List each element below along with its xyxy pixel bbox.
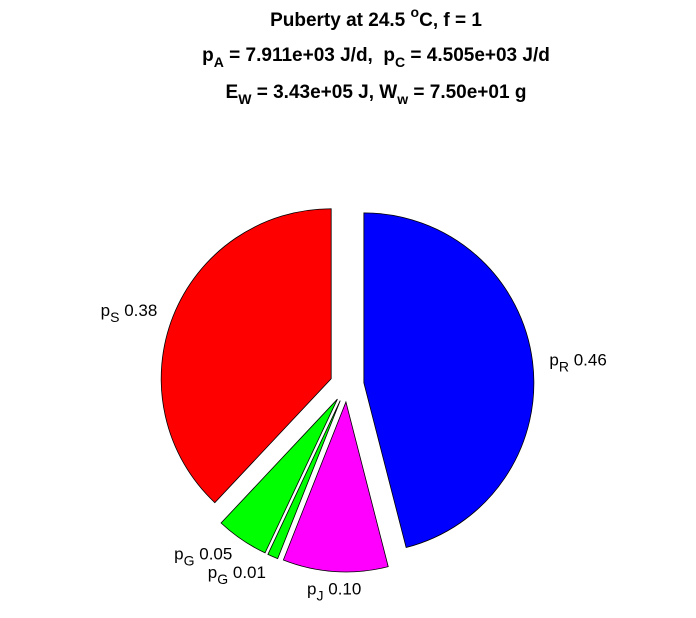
title-part: = 4.505e+03 J/d bbox=[405, 45, 550, 66]
chart-title: EW = 3.43e+05 J, Ww = 7.50e+01 g bbox=[226, 82, 527, 107]
pie-slice bbox=[267, 400, 341, 560]
title-part: W bbox=[238, 91, 252, 107]
slice-label: pJ 0.10 bbox=[307, 580, 361, 604]
title-part: E bbox=[226, 82, 239, 103]
label-subscript: R bbox=[559, 358, 569, 374]
title-part: C, f = 1 bbox=[419, 10, 482, 31]
label-value: 0.01 bbox=[233, 563, 266, 582]
chart-title: pA = 7.911e+03 J/d, pC = 4.505e+03 J/d bbox=[202, 45, 550, 70]
label-value: 0.46 bbox=[574, 350, 607, 369]
label-symbol: p bbox=[101, 301, 110, 320]
title-part: Puberty at 24.5 bbox=[270, 10, 410, 31]
label-value: 0.05 bbox=[199, 545, 232, 564]
label-symbol: p bbox=[174, 545, 183, 564]
slice-label: pS 0.38 bbox=[101, 301, 158, 325]
title-part: = 3.43e+05 J, W bbox=[251, 82, 397, 103]
label-value: 0.38 bbox=[124, 301, 157, 320]
label-symbol: p bbox=[307, 580, 316, 599]
label-subscript: S bbox=[110, 309, 119, 325]
pie-slice bbox=[282, 400, 389, 573]
chart-title: Puberty at 24.5 oC, f = 1 bbox=[270, 4, 482, 31]
pie-slice bbox=[160, 208, 332, 504]
title-part: A bbox=[214, 54, 224, 70]
title-part: w bbox=[396, 91, 408, 107]
pie-slice bbox=[220, 398, 338, 554]
label-value: 0.10 bbox=[328, 580, 361, 599]
label-subscript: J bbox=[317, 588, 324, 604]
title-part: o bbox=[411, 4, 420, 20]
label-subscript: G bbox=[184, 553, 195, 569]
label-symbol: p bbox=[549, 350, 558, 369]
slice-label: pG 0.01 bbox=[208, 563, 266, 587]
title-part: = 7.50e+01 g bbox=[408, 82, 526, 103]
title-part: p bbox=[202, 45, 214, 66]
label-symbol: p bbox=[208, 563, 217, 582]
slice-label: pR 0.46 bbox=[549, 350, 606, 374]
slice-label: pG 0.05 bbox=[174, 545, 232, 569]
label-subscript: G bbox=[217, 571, 228, 587]
title-part: C bbox=[395, 54, 405, 70]
pie-slice bbox=[363, 212, 535, 549]
title-part: = 7.911e+03 J/d, p bbox=[224, 45, 395, 66]
